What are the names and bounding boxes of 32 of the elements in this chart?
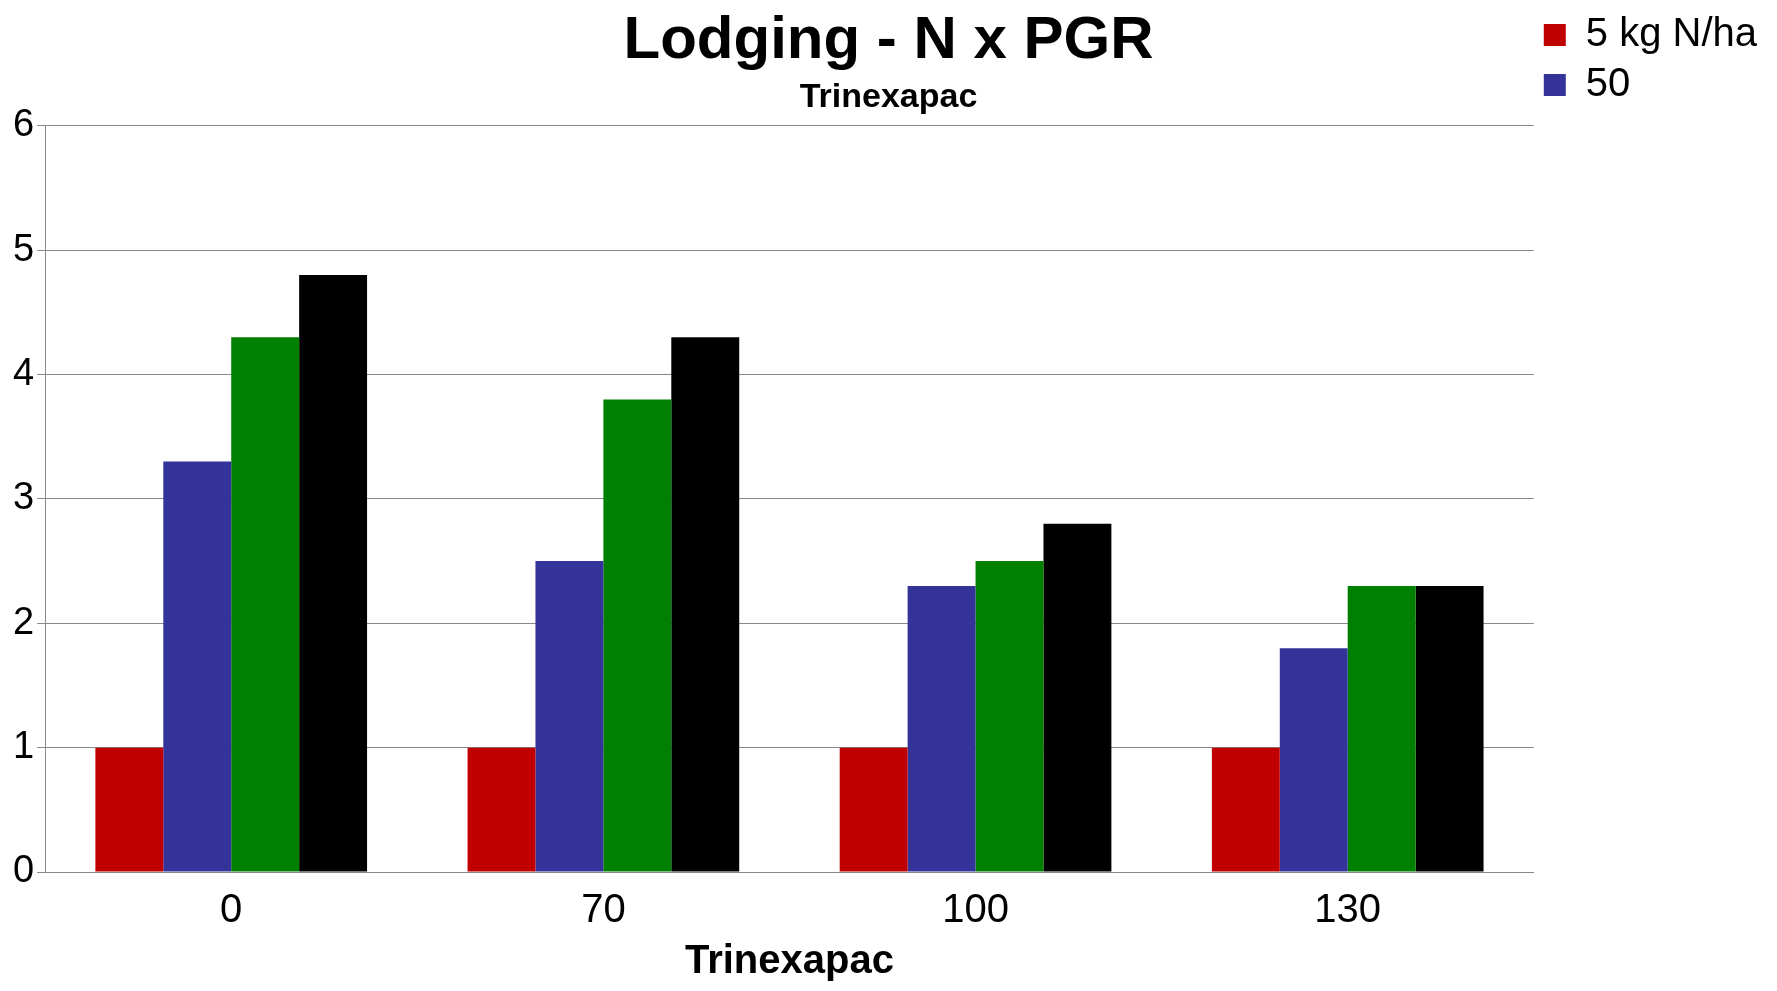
x-tick-label: 70 (581, 886, 626, 931)
bar (535, 561, 604, 872)
bar (299, 275, 368, 872)
x-tick-label: 0 (220, 886, 243, 931)
y-tick-label: 0 (12, 848, 35, 891)
bar (1347, 585, 1416, 872)
chart-subtitle: Trinexapac (799, 75, 978, 114)
bar (1415, 585, 1484, 872)
bar (839, 747, 908, 872)
bar (1211, 747, 1280, 872)
y-tick-label: 5 (12, 226, 35, 269)
bar (467, 747, 536, 872)
bar (95, 747, 164, 872)
y-tick-label: 3 (12, 475, 35, 518)
x-axis-title: Trinexapac (684, 937, 894, 982)
legend-label: 5 kg N/ha (1585, 10, 1758, 55)
bar (163, 461, 232, 872)
bar (1043, 523, 1112, 872)
x-tick-label: 130 (1314, 886, 1382, 931)
y-tick-label: 4 (12, 351, 35, 394)
x-tick-label: 100 (942, 886, 1009, 931)
bar (907, 585, 976, 872)
y-tick-label: 6 (12, 102, 35, 145)
y-tick-label: 1 (12, 724, 35, 767)
legend-label: 50 (1585, 60, 1631, 105)
bar (231, 337, 300, 872)
bar (975, 561, 1044, 872)
chart-title: Lodging - N x PGR (623, 3, 1154, 71)
bar (1279, 648, 1348, 872)
bar (603, 399, 672, 872)
bar (671, 337, 740, 872)
y-tick-label: 2 (12, 599, 35, 642)
